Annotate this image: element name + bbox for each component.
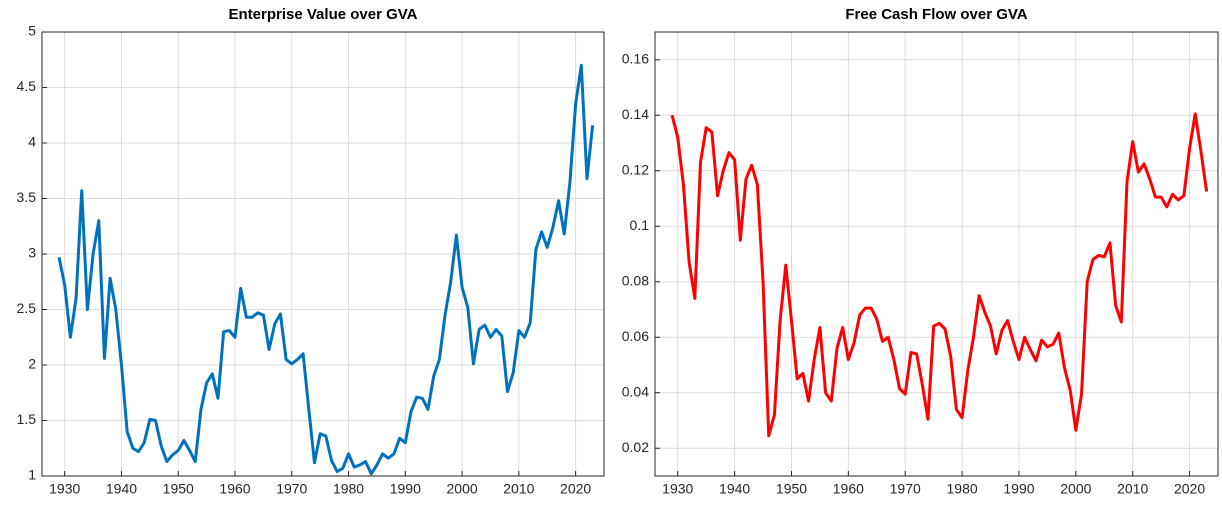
plot-frame	[654, 31, 1219, 477]
y-tick-label: 0.04	[622, 383, 649, 399]
x-tick-label: 1930	[662, 481, 693, 497]
y-tick-label: 1	[28, 467, 36, 483]
x-tick-label: 2000	[447, 481, 478, 497]
x-tick-label: 1930	[49, 481, 80, 497]
data-line	[670, 112, 1209, 438]
x-tick-label: 1940	[106, 481, 137, 497]
y-tick-label: 2	[28, 356, 36, 372]
x-tick-label: 1940	[719, 481, 750, 497]
x-tick-label: 2020	[1174, 481, 1205, 497]
y-tick-label: 0.16	[622, 50, 649, 66]
x-tick-label: 1980	[947, 481, 978, 497]
x-tick-label: 1960	[219, 481, 250, 497]
y-tick-label: 1.5	[17, 411, 37, 427]
y-tick-label: 4.5	[17, 78, 37, 94]
y-tick-label: 4	[28, 134, 36, 150]
x-tick-label: 2020	[560, 481, 591, 497]
y-tick-label: 3	[28, 245, 36, 261]
y-tick-label: 2.5	[17, 300, 37, 316]
y-tick-label: 0.14	[622, 106, 649, 122]
chart-title: Free Cash Flow over GVA	[845, 6, 1027, 23]
y-tick-label: 0.1	[630, 217, 650, 233]
y-tick-label: 5	[28, 23, 36, 39]
x-tick-label: 1970	[276, 481, 307, 497]
x-tick-label: 1980	[333, 481, 364, 497]
y-tick-label: 3.5	[17, 189, 37, 205]
x-tick-label: 1950	[776, 481, 807, 497]
y-tick-label: 0.08	[622, 272, 649, 288]
plot-area	[655, 32, 1218, 476]
y-tick-label: 0.12	[622, 161, 649, 177]
chart-title: Enterprise Value over GVA	[229, 6, 418, 23]
x-tick-label: 1990	[1003, 481, 1034, 497]
x-tick-label: 1970	[890, 481, 921, 497]
data-line	[57, 63, 595, 476]
y-tick-label: 0.06	[622, 328, 649, 344]
x-tick-label: 2010	[503, 481, 534, 497]
plot-frame	[41, 31, 605, 477]
x-tick-label: 1960	[833, 481, 864, 497]
x-tick-label: 2000	[1060, 481, 1091, 497]
x-tick-label: 1990	[390, 481, 421, 497]
y-tick-label: 0.02	[622, 439, 649, 455]
x-tick-label: 2010	[1117, 481, 1148, 497]
x-tick-label: 1950	[163, 481, 194, 497]
